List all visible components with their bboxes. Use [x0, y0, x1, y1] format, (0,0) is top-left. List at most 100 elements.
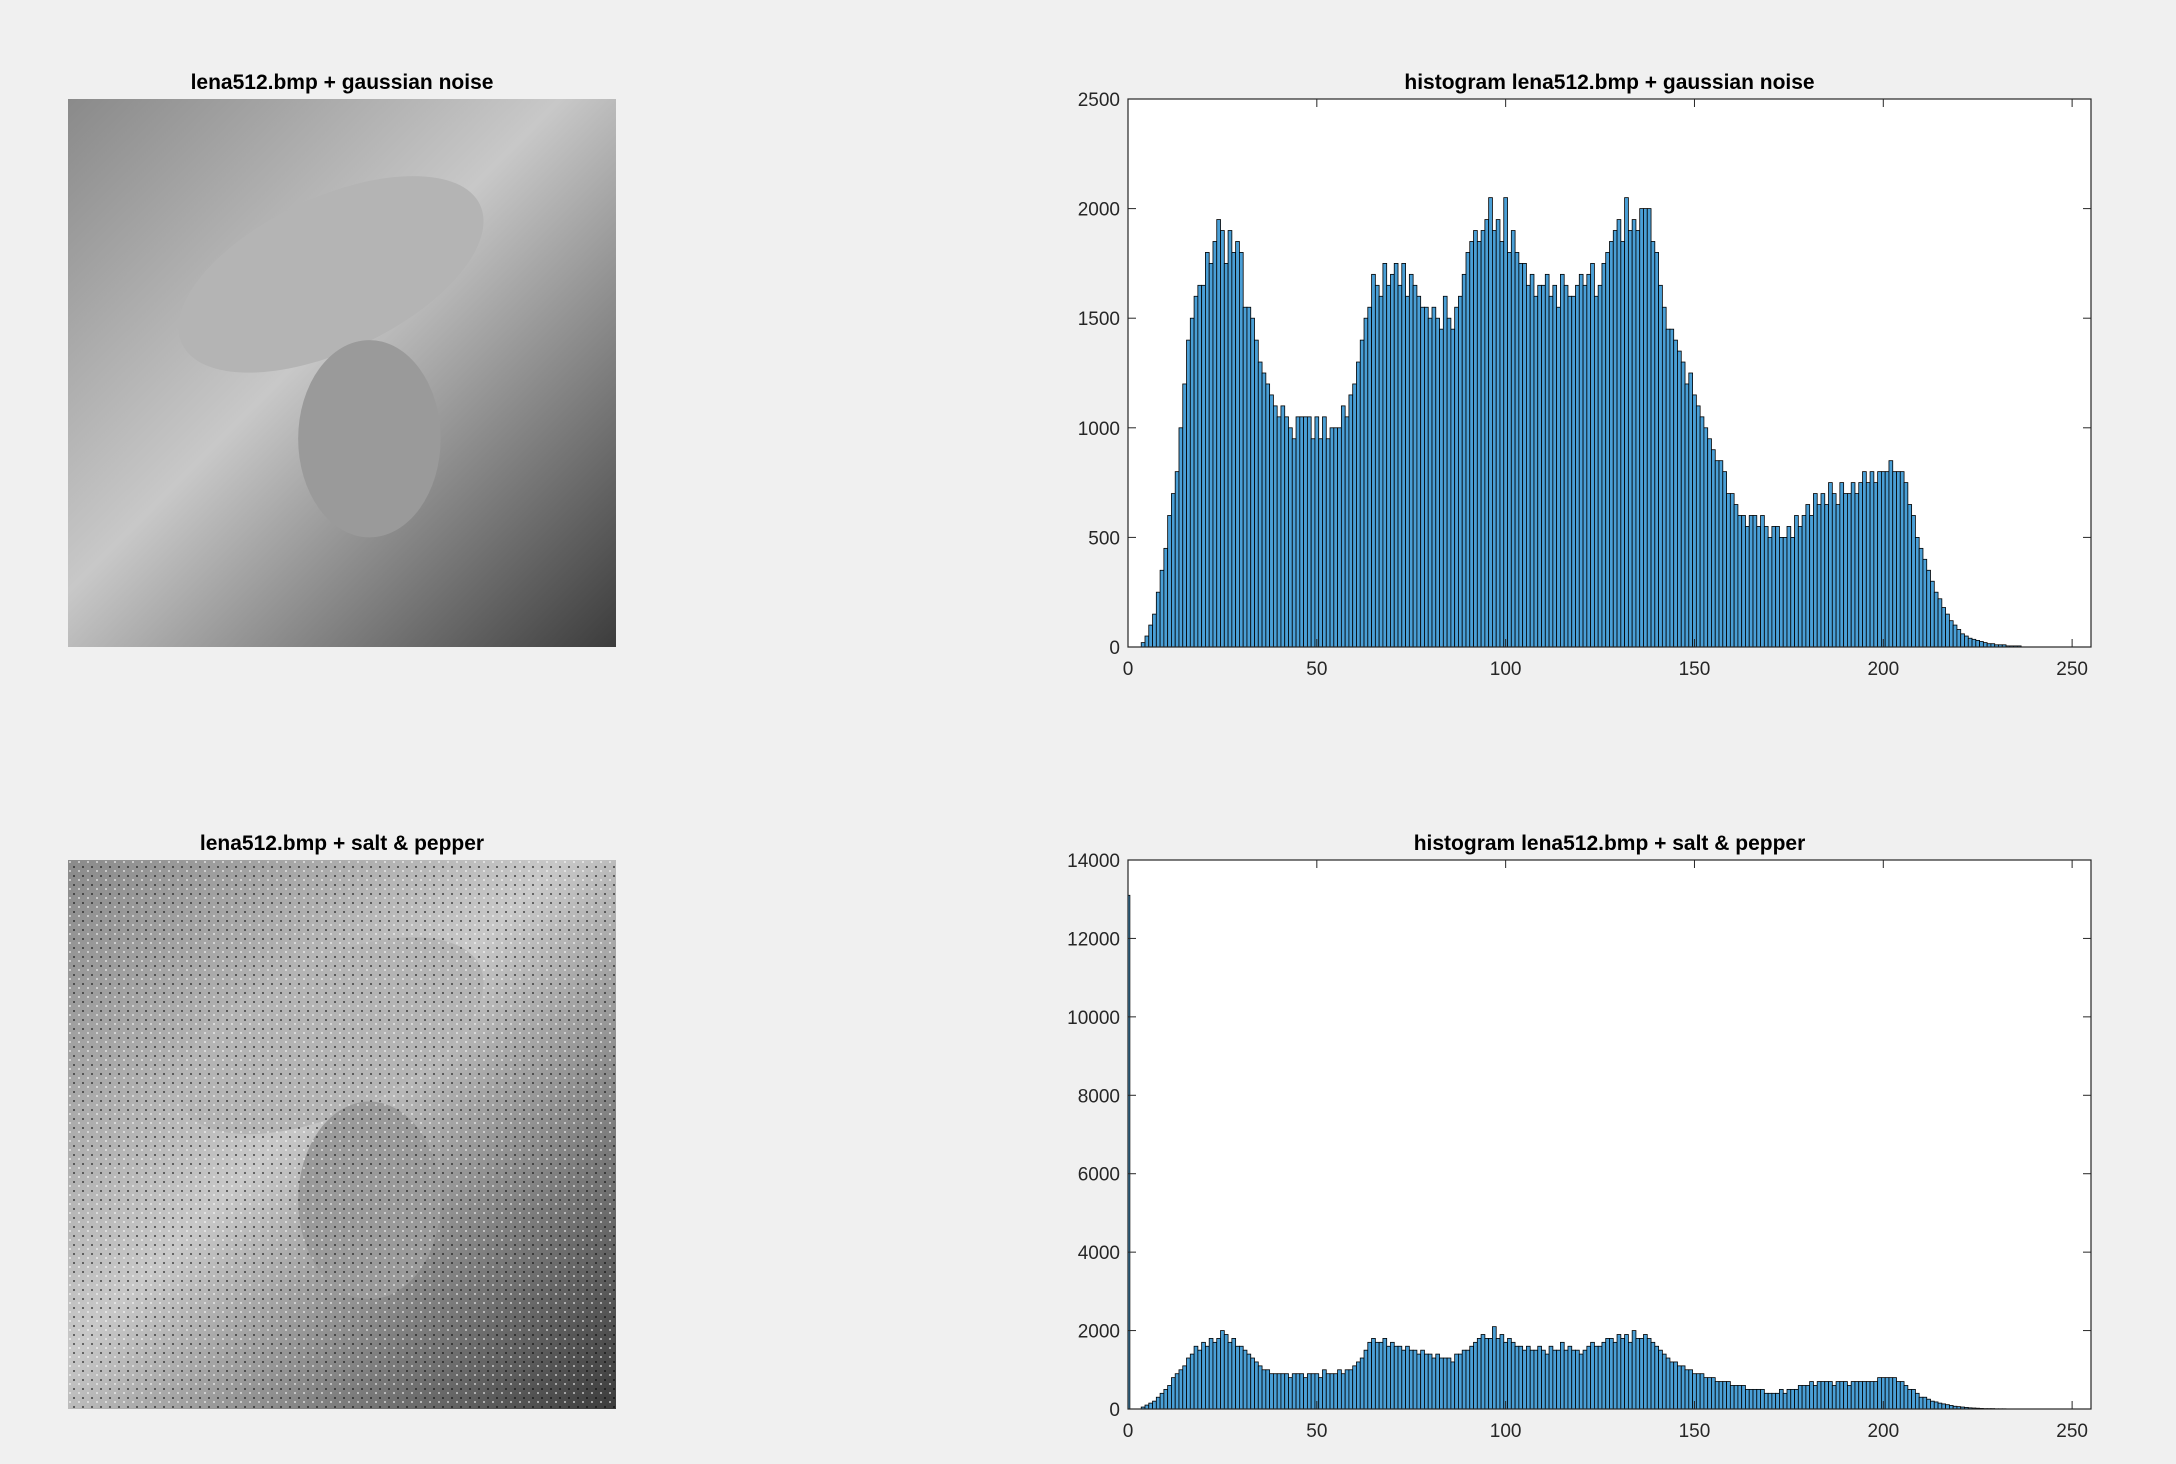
- bar: [1518, 262, 1524, 647]
- bar: [1782, 1392, 1788, 1409]
- bar: [1276, 416, 1282, 647]
- bar: [1941, 1403, 1947, 1409]
- bar: [1348, 394, 1354, 647]
- bar: [1952, 624, 1958, 647]
- x-tick-label: 0: [1123, 1421, 1134, 1442]
- y-tick-label: 14000: [1067, 851, 1120, 872]
- bar: [1529, 273, 1535, 647]
- bar: [1476, 1338, 1482, 1409]
- bar: [1469, 1345, 1474, 1409]
- bar: [1862, 1381, 1867, 1409]
- bar: [1790, 537, 1795, 647]
- bar: [1930, 580, 1935, 647]
- bar: [1427, 1353, 1433, 1409]
- bar: [1722, 1381, 1727, 1409]
- bar: [1397, 1345, 1403, 1409]
- bar: [1582, 1349, 1588, 1409]
- bar: [1801, 1385, 1807, 1409]
- bar: [1461, 1349, 1467, 1409]
- bar: [1231, 1338, 1237, 1409]
- bar: [1495, 219, 1501, 647]
- bar: [1182, 383, 1187, 647]
- bar: [1631, 1330, 1637, 1409]
- bar: [1408, 1349, 1414, 1409]
- x-tick-label: 0: [1123, 659, 1134, 680]
- bar: [1797, 526, 1803, 647]
- bar: [1424, 1353, 1429, 1409]
- image-detail: [178, 176, 484, 373]
- bar: [1847, 1385, 1852, 1409]
- bar: [1563, 1349, 1569, 1409]
- bar: [1239, 252, 1244, 647]
- bar: [1786, 526, 1792, 647]
- bar: [1945, 1404, 1950, 1409]
- x-tick-label: 250: [2056, 659, 2088, 680]
- bar: [1261, 1369, 1267, 1409]
- bar: [1816, 1381, 1822, 1409]
- y-tick-label: 10000: [1067, 1008, 1120, 1029]
- bar: [1223, 262, 1229, 647]
- bar: [1922, 558, 1928, 647]
- bar: [1831, 493, 1837, 647]
- bar: [1310, 438, 1316, 647]
- bar: [1318, 438, 1323, 647]
- bar: [1786, 1388, 1792, 1409]
- bar: [1605, 1338, 1610, 1409]
- bar: [1733, 1385, 1739, 1409]
- bar: [1552, 1349, 1558, 1409]
- bar: [1639, 208, 1644, 647]
- bar: [1450, 1361, 1456, 1409]
- bar: [1699, 1373, 1705, 1409]
- bar: [1627, 1341, 1633, 1409]
- bar: [1193, 1345, 1199, 1409]
- bar: [1386, 1345, 1391, 1409]
- bar: [1329, 1373, 1335, 1409]
- bar: [1182, 1365, 1187, 1409]
- bar: [1601, 262, 1607, 647]
- bar: [1212, 241, 1218, 647]
- bar: [1582, 284, 1588, 647]
- bar: [1314, 416, 1320, 647]
- bar: [1352, 1365, 1357, 1409]
- y-tick-label: 500: [1088, 528, 1120, 549]
- bar: [1439, 1357, 1444, 1409]
- bar: [1171, 493, 1176, 647]
- bar: [1854, 493, 1860, 647]
- bar: [1926, 569, 1931, 647]
- bar: [1473, 230, 1478, 647]
- x-tick-label: 200: [1867, 1421, 1899, 1442]
- bar: [1378, 1341, 1384, 1409]
- bar: [1888, 460, 1894, 647]
- bar: [1469, 241, 1474, 647]
- bar: [1945, 613, 1950, 647]
- bar: [1220, 230, 1225, 647]
- bar: [1420, 306, 1425, 647]
- bar: [1590, 262, 1595, 647]
- bar: [1933, 1401, 1939, 1409]
- bar: [1144, 635, 1150, 647]
- bar: [1907, 504, 1913, 647]
- bar: [1148, 624, 1153, 647]
- bar: [1877, 471, 1882, 647]
- bar: [1442, 1357, 1448, 1409]
- bar: [1571, 1349, 1576, 1409]
- bar: [1514, 1345, 1520, 1409]
- bar: [1971, 638, 1977, 647]
- bar: [1835, 504, 1841, 647]
- bar: [1356, 361, 1361, 647]
- bar: [1556, 306, 1561, 647]
- bar: [1201, 1341, 1206, 1409]
- bar: [1363, 1349, 1369, 1409]
- bar: [1748, 1388, 1754, 1409]
- bar: [1359, 339, 1365, 647]
- bar: [1767, 1392, 1773, 1409]
- bar: [1386, 284, 1391, 647]
- bar: [1140, 642, 1146, 647]
- bar: [1590, 1341, 1595, 1409]
- bar: [1911, 1388, 1916, 1409]
- bar: [1794, 515, 1799, 647]
- bar: [1782, 537, 1788, 647]
- bar: [1382, 1338, 1388, 1409]
- bar: [1303, 1377, 1308, 1409]
